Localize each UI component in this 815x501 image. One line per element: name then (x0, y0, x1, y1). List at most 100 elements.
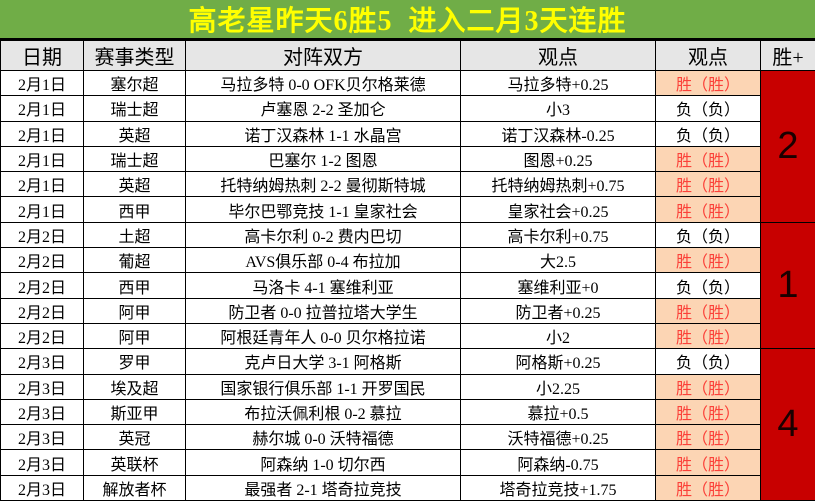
cell-date: 2月1日 (1, 172, 84, 197)
col-header-viewpoint: 观点 (461, 41, 656, 71)
cell-result: 胜（胜） (656, 172, 761, 197)
cell-viewpoint: 沃特福德+0.25 (461, 425, 656, 450)
cell-result: 胜（胜） (656, 374, 761, 399)
title-bar: 高老星昨天6胜5 进入二月3天连胜 (0, 0, 815, 40)
cell-viewpoint: 塔奇拉竞技+1.75 (461, 475, 656, 500)
results-table: 日期 赛事类型 对阵双方 观点 观点 胜+ 2月1日 塞尔超 马拉多特 0-0 … (0, 40, 815, 501)
cell-league: 西甲 (84, 197, 186, 222)
cell-match: 马拉多特 0-0 OFK贝尔格莱德 (186, 71, 461, 96)
cell-league: 阿甲 (84, 323, 186, 348)
cell-date: 2月1日 (1, 121, 84, 146)
cell-viewpoint: 阿森纳-0.75 (461, 450, 656, 475)
cell-viewpoint: 塞维利亚+0 (461, 273, 656, 298)
cell-date: 2月2日 (1, 298, 84, 323)
col-header-match: 对阵双方 (186, 41, 461, 71)
cell-match: 巴塞尔 1-2 图恩 (186, 146, 461, 171)
cell-result: 负（负） (656, 96, 761, 121)
cell-league: 瑞士超 (84, 146, 186, 171)
cell-match: 克卢日大学 3-1 阿格斯 (186, 349, 461, 374)
cell-league: 阿甲 (84, 298, 186, 323)
col-header-result: 观点 (656, 41, 761, 71)
cell-result: 胜（胜） (656, 248, 761, 273)
cell-viewpoint: 高卡尔利+0.75 (461, 222, 656, 247)
table-row: 2月3日 罗甲 克卢日大学 3-1 阿格斯 阿格斯+0.25 负（负） 4 (1, 349, 815, 374)
cell-match: 马洛卡 4-1 塞维利亚 (186, 273, 461, 298)
cell-result: 负（负） (656, 222, 761, 247)
cell-match: 国家银行俱乐部 1-1 开罗国民 (186, 374, 461, 399)
cell-match: 防卫者 0-0 拉普拉塔大学生 (186, 298, 461, 323)
table-body: 2月1日 塞尔超 马拉多特 0-0 OFK贝尔格莱德 马拉多特+0.25 胜（胜… (1, 71, 815, 501)
cell-date: 2月1日 (1, 96, 84, 121)
cell-league: 英超 (84, 172, 186, 197)
cell-league: 英超 (84, 121, 186, 146)
cell-result: 胜（胜） (656, 197, 761, 222)
cell-match: 阿根廷青年人 0-0 贝尔格拉诺 (186, 323, 461, 348)
cell-result: 胜（胜） (656, 323, 761, 348)
cell-viewpoint: 图恩+0.25 (461, 146, 656, 171)
cell-date: 2月2日 (1, 222, 84, 247)
cell-viewpoint: 阿格斯+0.25 (461, 349, 656, 374)
table-row: 2月2日 葡超 AVS俱乐部 0-4 布拉加 大2.5 胜（胜） (1, 248, 815, 273)
cell-viewpoint: 小2.25 (461, 374, 656, 399)
cell-date: 2月2日 (1, 273, 84, 298)
cell-league: 斯亚甲 (84, 399, 186, 424)
cell-league: 罗甲 (84, 349, 186, 374)
cell-match: 高卡尔利 0-2 费内巴切 (186, 222, 461, 247)
cell-league: 英联杯 (84, 450, 186, 475)
win-plus-cell: 2 (761, 71, 815, 223)
col-header-date: 日期 (1, 41, 84, 71)
table-row: 2月2日 土超 高卡尔利 0-2 费内巴切 高卡尔利+0.75 负（负） 1 (1, 222, 815, 247)
cell-match: 阿森纳 1-0 切尔西 (186, 450, 461, 475)
cell-league: 土超 (84, 222, 186, 247)
cell-viewpoint: 诺丁汉森林-0.25 (461, 121, 656, 146)
cell-viewpoint: 防卫者+0.25 (461, 298, 656, 323)
header-row: 日期 赛事类型 对阵双方 观点 观点 胜+ (1, 41, 815, 71)
cell-viewpoint: 大2.5 (461, 248, 656, 273)
cell-result: 负（负） (656, 273, 761, 298)
cell-date: 2月3日 (1, 374, 84, 399)
table-row: 2月1日 英超 托特纳姆热刺 2-2 曼彻斯特城 托特纳姆热刺+0.75 胜（胜… (1, 172, 815, 197)
cell-match: 布拉沃佩利根 0-2 慕拉 (186, 399, 461, 424)
col-header-win-plus: 胜+ (761, 41, 815, 71)
cell-date: 2月3日 (1, 475, 84, 500)
cell-viewpoint: 皇家社会+0.25 (461, 197, 656, 222)
cell-date: 2月3日 (1, 425, 84, 450)
cell-date: 2月1日 (1, 197, 84, 222)
cell-viewpoint: 托特纳姆热刺+0.75 (461, 172, 656, 197)
cell-result: 胜（胜） (656, 425, 761, 450)
cell-match: 卢塞恩 2-2 圣加仑 (186, 96, 461, 121)
cell-result: 胜（胜） (656, 475, 761, 500)
cell-result: 负（负） (656, 349, 761, 374)
cell-league: 西甲 (84, 273, 186, 298)
cell-result: 胜（胜） (656, 450, 761, 475)
table-row: 2月1日 瑞士超 卢塞恩 2-2 圣加仑 小3 负（负） (1, 96, 815, 121)
cell-result: 胜（胜） (656, 399, 761, 424)
cell-match: 诺丁汉森林 1-1 水晶宫 (186, 121, 461, 146)
table-row: 2月1日 英超 诺丁汉森林 1-1 水晶宫 诺丁汉森林-0.25 负（负） (1, 121, 815, 146)
table-row: 2月3日 英联杯 阿森纳 1-0 切尔西 阿森纳-0.75 胜（胜） (1, 450, 815, 475)
table-row: 2月3日 解放者杯 最强者 2-1 塔奇拉竞技 塔奇拉竞技+1.75 胜（胜） (1, 475, 815, 500)
table-row: 2月2日 西甲 马洛卡 4-1 塞维利亚 塞维利亚+0 负（负） (1, 273, 815, 298)
cell-league: 塞尔超 (84, 71, 186, 96)
cell-match: 毕尔巴鄂竞技 1-1 皇家社会 (186, 197, 461, 222)
cell-date: 2月3日 (1, 450, 84, 475)
win-plus-cell: 4 (761, 349, 815, 501)
cell-result: 胜（胜） (656, 298, 761, 323)
cell-match: AVS俱乐部 0-4 布拉加 (186, 248, 461, 273)
table-row: 2月1日 塞尔超 马拉多特 0-0 OFK贝尔格莱德 马拉多特+0.25 胜（胜… (1, 71, 815, 96)
col-header-league: 赛事类型 (84, 41, 186, 71)
table-row: 2月1日 瑞士超 巴塞尔 1-2 图恩 图恩+0.25 胜（胜） (1, 146, 815, 171)
cell-date: 2月1日 (1, 146, 84, 171)
table-row: 2月1日 西甲 毕尔巴鄂竞技 1-1 皇家社会 皇家社会+0.25 胜（胜） (1, 197, 815, 222)
cell-date: 2月2日 (1, 248, 84, 273)
cell-viewpoint: 小3 (461, 96, 656, 121)
cell-date: 2月3日 (1, 349, 84, 374)
cell-date: 2月3日 (1, 399, 84, 424)
cell-league: 英冠 (84, 425, 186, 450)
cell-league: 葡超 (84, 248, 186, 273)
table-row: 2月2日 阿甲 防卫者 0-0 拉普拉塔大学生 防卫者+0.25 胜（胜） (1, 298, 815, 323)
win-plus-cell: 1 (761, 222, 815, 348)
cell-match: 最强者 2-1 塔奇拉竞技 (186, 475, 461, 500)
cell-league: 埃及超 (84, 374, 186, 399)
